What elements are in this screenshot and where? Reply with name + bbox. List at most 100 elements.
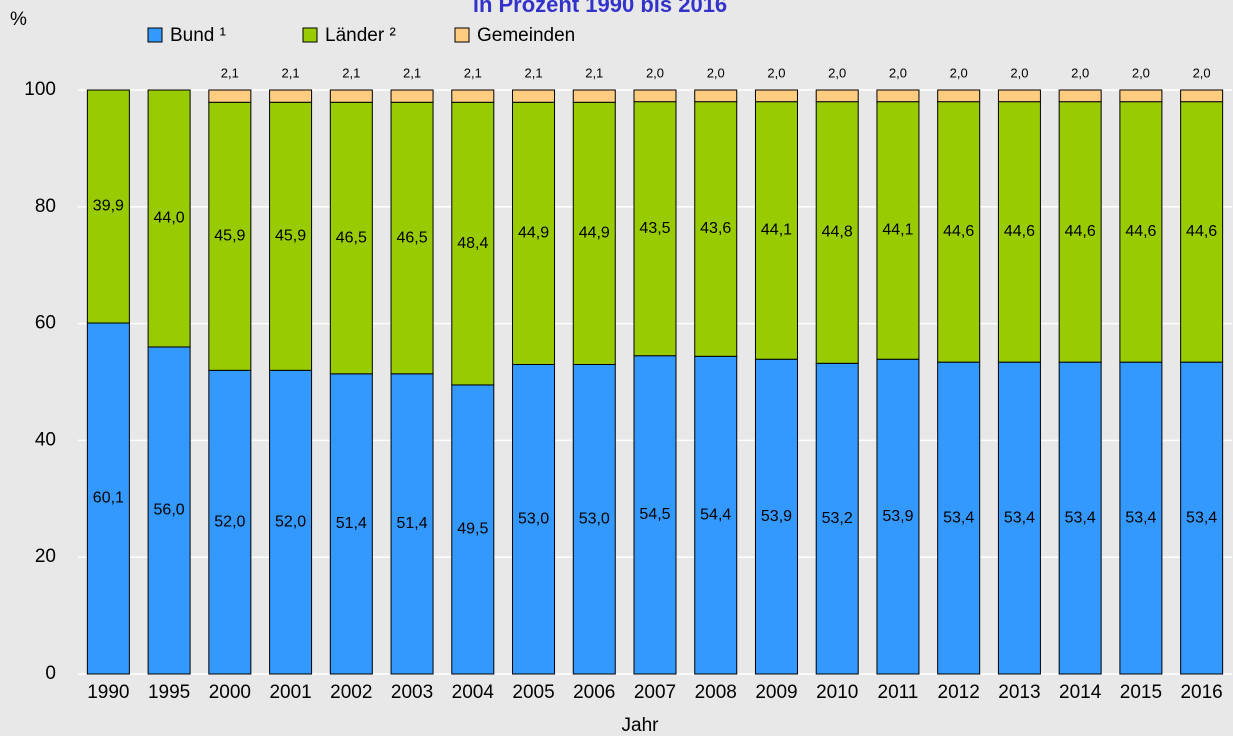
legend-swatch [302,27,318,43]
bar-segment [1119,361,1163,675]
value-label: 60,1 [93,490,124,507]
value-label: 53,4 [1065,509,1096,526]
bar-segment [329,89,373,103]
value-label: 2,1 [221,65,239,80]
value-label: 54,4 [700,506,731,523]
value-label: 2,1 [524,65,542,80]
x-tick-label: 1995 [148,682,190,703]
value-label: 2,0 [1132,65,1150,80]
value-label: 2,1 [464,65,482,80]
value-label: 44,8 [822,224,853,241]
bar-segment [572,363,616,675]
bar-segment [451,89,495,103]
bar-segment [147,346,191,675]
x-tick-label: 2012 [938,682,980,703]
value-label: 56,0 [154,502,185,519]
legend-label: Länder ² [325,25,396,46]
value-label: 2,1 [282,65,300,80]
y-tick-label: 40 [35,429,56,450]
value-label: 53,2 [822,510,853,527]
bar-segment [754,358,798,675]
bar-segment [1058,101,1102,363]
bar-segment [876,101,920,360]
bar-segment [815,101,859,364]
value-label: 53,9 [882,508,913,525]
value-label: 45,9 [275,228,306,245]
x-tick-label: 2002 [330,682,372,703]
value-label: 53,4 [1004,509,1035,526]
value-label: 52,0 [275,513,306,530]
bar-segment [754,101,798,360]
value-label: 49,5 [457,521,488,538]
value-label: 2,0 [1010,65,1028,80]
x-tick-label: 2009 [755,682,797,703]
y-axis-label: % [10,9,27,30]
bar-segment [390,101,434,375]
x-tick-label: 2011 [878,682,919,703]
value-label: 46,5 [336,229,367,246]
bar-segment [390,89,434,103]
bar-segment [451,101,495,386]
bar-segment [633,355,677,675]
bar-segment [572,101,616,365]
bar-segment [512,89,556,103]
value-label: 44,1 [761,222,792,239]
bar-segment [86,89,130,324]
x-tick-label: 2006 [573,682,615,703]
value-label: 53,4 [1125,509,1156,526]
value-label: 44,1 [882,222,913,239]
x-tick-label: 2003 [391,682,433,703]
y-tick-label: 60 [35,313,56,334]
value-label: 2,1 [342,65,360,80]
bar-segment [1058,361,1102,675]
value-label: 51,4 [396,515,427,532]
value-label: 53,0 [579,510,610,527]
x-axis-label: Jahr [622,715,660,736]
bar-segment [754,89,798,103]
bar-segment [208,369,252,675]
chart-title: in Prozent 1990 bis 2016 [473,0,727,17]
legend-swatch [454,27,470,43]
bar-segment [512,363,556,675]
value-label: 43,6 [700,220,731,237]
value-label: 51,4 [336,515,367,532]
bar-segment [937,89,981,103]
y-tick-label: 100 [24,79,56,100]
legend-label: Bund ¹ [170,25,226,46]
value-label: 2,1 [403,65,421,80]
value-label: 2,0 [707,65,725,80]
value-label: 2,0 [1071,65,1089,80]
bar-segment [1058,89,1102,103]
value-label: 44,9 [518,225,549,242]
x-tick-label: 2008 [695,682,737,703]
bar-segment [208,89,252,103]
bar-segment [997,361,1041,675]
bar-segment [876,89,920,103]
bar-segment [208,101,252,371]
y-tick-label: 20 [35,546,56,567]
x-tick-label: 2004 [452,682,495,703]
x-tick-label: 2010 [816,682,858,703]
x-tick-label: 2001 [269,682,311,703]
bar-segment [512,101,556,365]
value-label: 2,0 [1193,65,1211,80]
value-label: 46,5 [396,229,427,246]
bar-segment [1180,89,1224,103]
x-tick-label: 2015 [1120,682,1162,703]
y-tick-label: 80 [35,196,56,217]
x-tick-label: 2005 [512,682,554,703]
bar-segment [815,362,859,675]
value-label: 44,6 [1004,223,1035,240]
x-tick-label: 2014 [1059,682,1102,703]
bar-segment [329,101,373,375]
bar-segment [633,89,677,103]
x-tick-label: 1990 [87,682,129,703]
bar-segment [1180,361,1224,675]
bar-segment [572,89,616,103]
value-label: 2,0 [828,65,846,80]
value-label: 52,0 [214,513,245,530]
value-label: 44,6 [943,223,974,240]
value-label: 44,6 [1065,223,1096,240]
value-label: 44,0 [154,210,185,227]
value-label: 45,9 [214,228,245,245]
